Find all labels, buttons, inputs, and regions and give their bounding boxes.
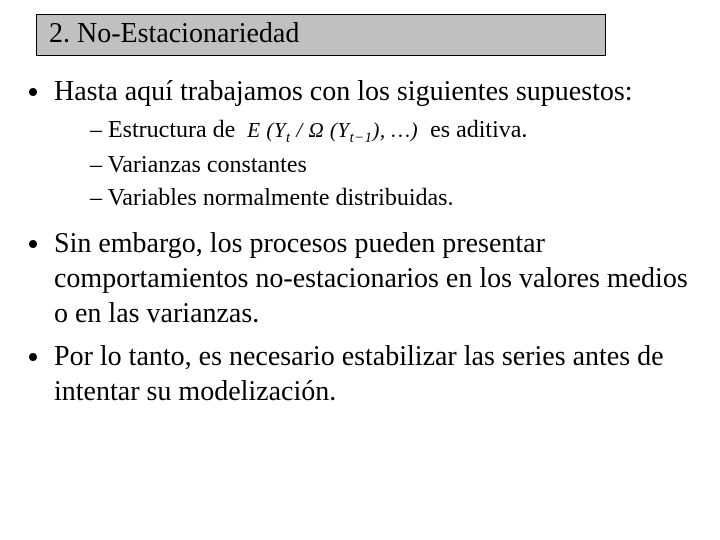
formula-p3: ), …) [372, 118, 418, 142]
formula-p1: E (Y [247, 118, 286, 142]
formula-icon: E (Yt / Ω (Yt−1), …) [241, 118, 424, 142]
main-list: Hasta aquí trabajamos con los siguientes… [22, 74, 698, 410]
sub-list-1: Estructura de E (Yt / Ω (Yt−1), …) es ad… [54, 115, 698, 215]
bullet-3: Por lo tanto, es necesario estabilizar l… [52, 339, 698, 409]
formula-p2: / Ω (Y [291, 118, 350, 142]
bullet-1: Hasta aquí trabajamos con los siguientes… [52, 74, 698, 215]
sub-1-1: Estructura de E (Yt / Ω (Yt−1), …) es ad… [90, 115, 698, 148]
sub-1-2: Varianzas constantes [90, 150, 698, 181]
section-title: 2. No-Estacionariedad [36, 14, 606, 56]
sub-1-3-text: Variables normalmente distribuidas. [108, 185, 454, 211]
sub-1-1-suffix: es aditiva. [430, 117, 527, 143]
sub-1-3: Variables normalmente distribuidas. [90, 183, 698, 214]
bullet-1-text: Hasta aquí trabajamos con los siguientes… [54, 76, 633, 107]
sub-1-1-prefix: Estructura de [108, 117, 235, 143]
sub-1-2-text: Varianzas constantes [108, 152, 307, 178]
slide: 2. No-Estacionariedad Hasta aquí trabaja… [0, 0, 720, 540]
bullet-2-text: Sin embargo, los procesos pueden present… [54, 228, 688, 329]
bullet-2: Sin embargo, los procesos pueden present… [52, 226, 698, 331]
bullet-3-text: Por lo tanto, es necesario estabilizar l… [54, 341, 664, 407]
section-title-text: 2. No-Estacionariedad [49, 18, 299, 49]
formula-sub2: t−1 [350, 130, 373, 146]
